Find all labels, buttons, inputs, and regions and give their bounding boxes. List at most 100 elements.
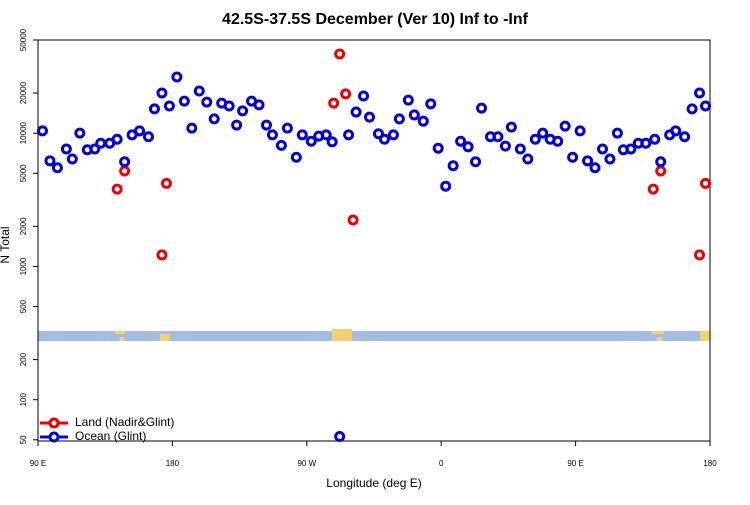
- point: [143, 131, 155, 143]
- legend-label: Land (Nadir&Glint): [75, 415, 174, 429]
- chart-title: 42.5S-37.5S December (Ver 10) Inf to -In…: [222, 11, 529, 28]
- point: [522, 153, 534, 165]
- point: [387, 129, 399, 141]
- y-tick-label: 5000: [19, 164, 28, 182]
- point: [343, 129, 355, 141]
- point: [700, 100, 712, 112]
- point: [119, 156, 131, 168]
- y-axis-label: N Total: [0, 226, 12, 263]
- point: [378, 133, 390, 145]
- x-tick-label: 90 E: [567, 459, 583, 468]
- point: [201, 96, 213, 108]
- point: [160, 177, 172, 189]
- point: [95, 137, 107, 149]
- point: [417, 115, 429, 127]
- point: [432, 142, 444, 154]
- point: [470, 156, 482, 168]
- point: [178, 95, 190, 107]
- x-tick-label: 90 E: [30, 459, 46, 468]
- point: [334, 430, 346, 442]
- point: [559, 120, 571, 132]
- point: [700, 177, 712, 189]
- point: [596, 143, 608, 155]
- point: [499, 140, 511, 152]
- point: [163, 100, 175, 112]
- point: [589, 162, 601, 174]
- y-tick-label: 20000: [19, 81, 28, 104]
- point: [408, 109, 420, 121]
- x-tick-label: 90 W: [297, 459, 316, 468]
- point: [119, 165, 131, 177]
- point: [334, 48, 346, 60]
- point: [425, 98, 437, 110]
- point: [462, 141, 474, 153]
- point: [440, 180, 452, 192]
- point: [296, 129, 308, 141]
- point: [320, 129, 332, 141]
- point: [647, 183, 659, 195]
- point: [655, 156, 667, 168]
- point: [134, 125, 146, 137]
- point: [275, 139, 287, 151]
- x-tick-label: 180: [703, 459, 717, 468]
- point: [552, 135, 564, 147]
- point: [447, 160, 459, 172]
- x-axis-label: Longitude (deg E): [326, 476, 421, 490]
- point: [350, 106, 362, 118]
- x-tick-label: 180: [166, 459, 180, 468]
- point: [340, 88, 352, 100]
- point: [358, 90, 370, 102]
- point: [281, 122, 293, 134]
- point: [193, 85, 205, 97]
- point: [156, 249, 168, 261]
- y-tick-label: 1000: [19, 257, 28, 275]
- point: [148, 103, 160, 115]
- point: [290, 151, 302, 163]
- point: [492, 131, 504, 143]
- point: [266, 129, 278, 141]
- point: [694, 87, 706, 99]
- point: [655, 165, 667, 177]
- point: [111, 183, 123, 195]
- y-tick-label: 50000: [19, 28, 28, 51]
- point: [514, 143, 526, 155]
- point: [89, 143, 101, 155]
- point: [529, 133, 541, 145]
- point: [111, 133, 123, 145]
- point: [364, 111, 376, 123]
- point: [476, 102, 488, 114]
- point: [186, 122, 198, 134]
- point: [402, 94, 414, 106]
- point: [455, 135, 467, 147]
- x-tick-label: 0: [439, 459, 444, 468]
- point: [328, 97, 340, 109]
- point: [670, 125, 682, 137]
- point: [640, 137, 652, 149]
- point: [66, 153, 78, 165]
- point: [649, 133, 661, 145]
- point: [505, 121, 517, 133]
- point: [567, 151, 579, 163]
- point: [171, 71, 183, 83]
- point: [326, 136, 338, 148]
- point: [305, 135, 317, 147]
- land-mask-band: [38, 329, 710, 341]
- point: [44, 155, 56, 167]
- point: [36, 125, 48, 137]
- y-tick-label: 50: [19, 435, 28, 444]
- point: [51, 162, 63, 174]
- y-tick-label: 100: [19, 392, 28, 406]
- point: [694, 249, 706, 261]
- point: [347, 214, 359, 226]
- point: [604, 153, 616, 165]
- y-tick-label: 10000: [19, 121, 28, 144]
- point: [537, 127, 549, 139]
- point: [60, 143, 72, 155]
- point: [372, 128, 384, 140]
- point: [686, 103, 698, 115]
- y-tick-label: 2000: [19, 217, 28, 235]
- point: [260, 119, 272, 131]
- point: [223, 100, 235, 112]
- point: [582, 155, 594, 167]
